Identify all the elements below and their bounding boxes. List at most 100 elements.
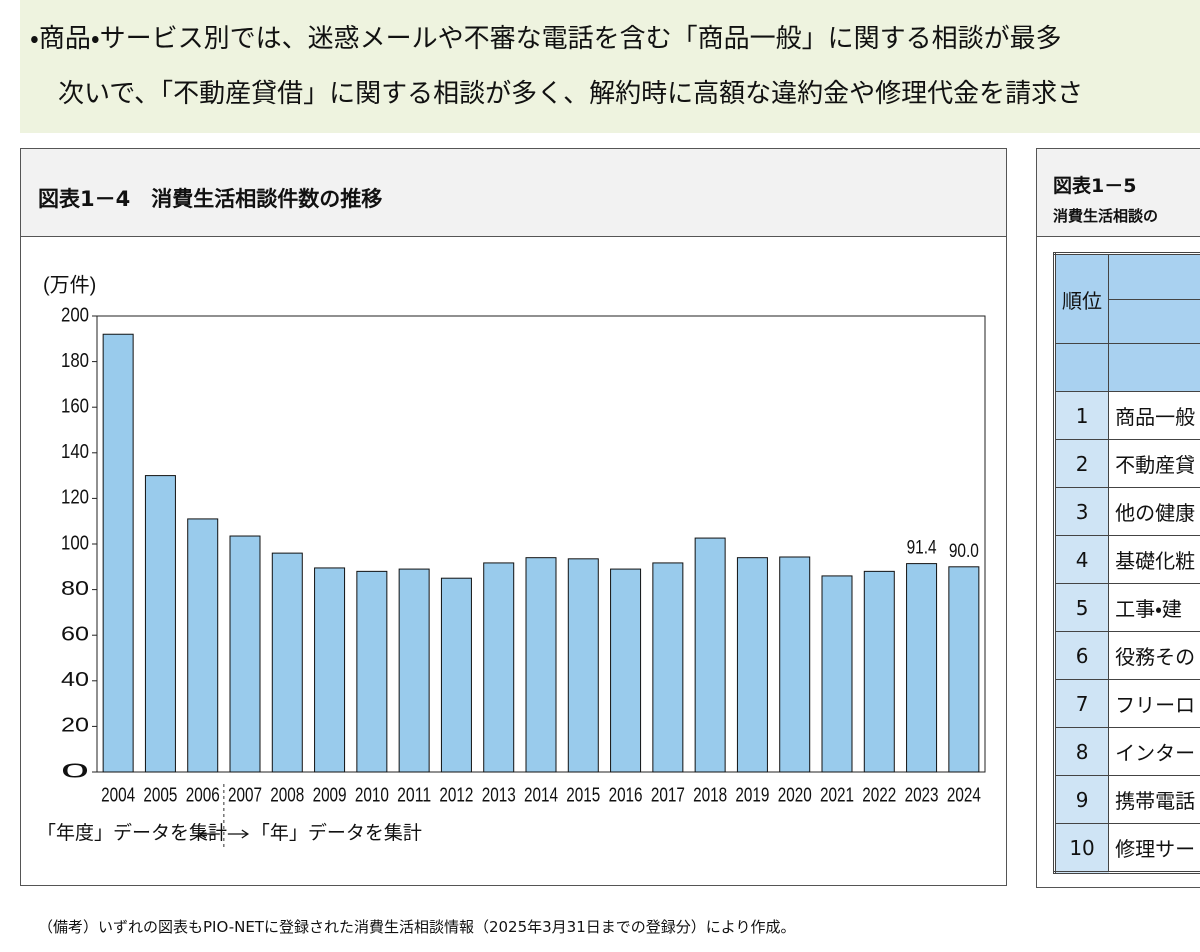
bar (779, 556, 811, 773)
table-row: 2 不動産貸 (1053, 439, 1200, 488)
panel-header: 図表1－5 消費生活相談の (1037, 149, 1200, 237)
bar (863, 570, 895, 773)
y-tick-label: 40 (61, 669, 89, 691)
x-tick-label: 2008 (270, 784, 304, 806)
item-cell: 工事・建 (1108, 583, 1200, 632)
header-cell (1053, 343, 1110, 392)
x-tick-label: 2006 (186, 784, 220, 806)
y-tick-label: 140 (61, 441, 89, 463)
item-cell: 他の健康 (1108, 487, 1200, 536)
bar (102, 333, 134, 773)
y-tick-label: 0 (61, 760, 89, 782)
bar (398, 568, 430, 773)
header-cell (1108, 298, 1200, 344)
rank-cell: 6 (1053, 631, 1110, 680)
bar (356, 570, 388, 773)
rank-cell: 4 (1053, 535, 1110, 584)
summary-line: 次いで、「不動産貸借」に関する相談が多く、解約時に高額な違約金や修理代金を請求さ (58, 79, 1084, 109)
table-row: 7 フリーロ (1053, 679, 1200, 728)
period-note: 「年度」データを集計 (37, 822, 227, 844)
item-cell: インター (1108, 727, 1200, 776)
x-tick-label: 2019 (735, 784, 769, 806)
x-tick-label: 2020 (778, 784, 812, 806)
bar (694, 537, 726, 773)
table-row: 6 役務その (1053, 631, 1200, 680)
x-tick-label: 2023 (905, 784, 939, 806)
x-tick-label: 2013 (482, 784, 516, 806)
rank-cell: 2 (1053, 439, 1110, 488)
rank-cell: 9 (1053, 775, 1110, 824)
period-note: 「年」データを集計 (251, 822, 422, 844)
table-subtitle: 消費生活相談の (1053, 207, 1159, 225)
x-tick-label: 2012 (439, 784, 473, 806)
item-cell: 携帯電話 (1108, 775, 1200, 824)
y-tick-label: 160 (61, 395, 89, 417)
panel-header: 図表1－4 消費生活相談件数の推移 (21, 149, 1006, 237)
y-tick-label: 80 (61, 578, 89, 600)
x-tick-label: 2016 (609, 784, 643, 806)
chart-title: 図表1－4 消費生活相談件数の推移 (38, 187, 383, 211)
bar (610, 568, 642, 773)
x-tick-label: 2005 (143, 784, 177, 806)
y-tick-label: 60 (61, 623, 89, 645)
x-tick-label: 2007 (228, 784, 262, 806)
y-tick-label: 120 (61, 487, 89, 509)
rank-cell: 7 (1053, 679, 1110, 728)
bar (271, 552, 303, 773)
bar (229, 535, 261, 773)
table-row: 10 修理サー (1053, 823, 1200, 873)
y-tick-label: 200 (61, 304, 89, 326)
table-row: 5 工事・建 (1053, 583, 1200, 632)
header-cell (1108, 343, 1200, 392)
item-cell: 基礎化粧 (1108, 535, 1200, 584)
summary-line: ・商品・サービス別では、迷惑メールや不審な電話を含む「商品一般」に関する相談が最… (30, 24, 1062, 54)
y-tick-label: 100 (61, 532, 89, 554)
arrow-left (198, 829, 220, 839)
chart-panel: 図表1－4 消費生活相談件数の推移 (万件) 0 20 40 60 80 100 120 14… (20, 148, 1007, 886)
bar (483, 562, 515, 773)
rank-cell: 10 (1053, 823, 1110, 873)
value-label: 91.4 (907, 538, 937, 559)
bar (948, 566, 980, 773)
x-tick-label: 2004 (101, 784, 135, 806)
x-tick-label: 2015 (566, 784, 600, 806)
table-row: 3 他の健康 (1053, 487, 1200, 536)
header-cell: 順位 (1053, 253, 1110, 344)
x-tick-label: 2024 (947, 784, 981, 806)
arrow-right (227, 829, 250, 839)
rank-cell: 5 (1053, 583, 1110, 632)
bar (821, 575, 853, 773)
ranking-table: 順位 1 商品一般 2 不動産貸 3 他の健康 4 基礎化粧 5 工事・建 6 役務その 7 フリーロ 8 イ… (1053, 252, 1200, 874)
bar (652, 562, 684, 773)
bar (187, 518, 219, 773)
table-panel: 図表1－5 消費生活相談の 順位 1 商品一般 2 不動産貸 3 他の健康 4 基礎化粧 5 工事… (1036, 148, 1200, 888)
bar (314, 567, 346, 773)
bar (144, 475, 176, 773)
summary-banner: ・商品・サービス別では、迷惑メールや不審な電話を含む「商品一般」に関する相談が最… (20, 0, 1200, 133)
bar (906, 563, 938, 773)
x-tick-label: 2017 (651, 784, 685, 806)
value-label: 90.0 (949, 541, 979, 562)
rank-cell: 8 (1053, 727, 1110, 776)
item-cell: 修理サー (1108, 823, 1200, 873)
y-axis-label: (万件) (43, 273, 96, 296)
x-tick-label: 2011 (397, 784, 431, 806)
y-tick-label: 20 (61, 715, 89, 737)
rank-cell: 3 (1053, 487, 1110, 536)
item-cell: 商品一般 (1108, 391, 1200, 440)
header-cell (1108, 253, 1200, 300)
table-row: 9 携帯電話 (1053, 775, 1200, 824)
footnote: （備考）いずれの図表もPIO-NETに登録された消費生活相談情報（2025年3月… (38, 918, 796, 936)
table-row: 8 インター (1053, 727, 1200, 776)
bar (440, 577, 472, 773)
table-title: 図表1－5 (1053, 175, 1137, 197)
rank-cell: 1 (1053, 391, 1110, 440)
x-tick-label: 2021 (820, 784, 854, 806)
item-cell: 役務その (1108, 631, 1200, 680)
x-tick-label: 2022 (862, 784, 896, 806)
bar (736, 557, 768, 773)
bar (567, 558, 599, 773)
x-tick-label: 2010 (355, 784, 389, 806)
table-row: 4 基礎化粧 (1053, 535, 1200, 584)
